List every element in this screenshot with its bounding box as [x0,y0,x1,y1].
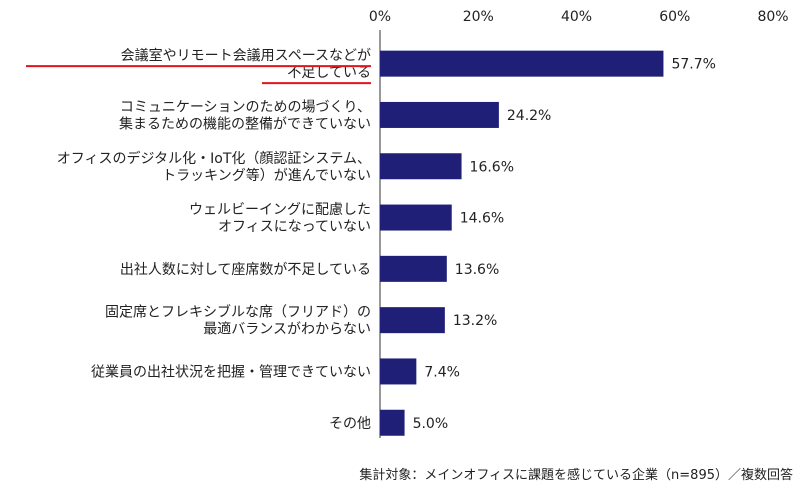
value-label: 7.4% [424,364,460,380]
bar [380,101,499,128]
category-label: その他 [329,416,371,432]
value-label: 57.7% [671,57,715,73]
category-labels: 会議室やリモート会議用スペースなどが不足しているコミュニケーションのための場づく… [57,47,371,432]
value-label: 13.2% [453,313,497,329]
category-label: 出社人数に対して座席数が不足している [120,262,371,278]
x-tick-label: 0% [369,9,391,25]
value-label: 24.2% [507,108,551,124]
category-label: 固定席とフレキシブルな席（フリアド）の最適バランスがわからない [105,304,371,338]
bar [380,50,664,77]
value-label: 16.6% [470,159,514,175]
bar [380,358,417,385]
value-labels: 57.7% 24.2% 16.6% 14.6% 13.6% 13.2% 7.4% 5.0% [413,57,716,432]
value-label: 13.6% [455,262,499,278]
bar [380,255,447,282]
bar [380,204,452,231]
category-label: 会議室やリモート会議用スペースなどが不足している [121,47,371,81]
x-axis-tick-labels: 0% 20% 40% 60% 80% [369,9,789,25]
x-tick-label: 80% [757,9,788,25]
category-label: ウェルビーイングに配慮したオフィスになっていない [189,202,371,235]
value-label: 14.6% [460,211,504,227]
x-tick-label: 40% [561,9,592,25]
value-label: 5.0% [413,416,449,432]
category-label: オフィスのデジタル化・IoT化（顔認証システム、トラッキング等）が進んでいない [57,150,371,184]
x-tick-label: 20% [463,9,494,25]
x-tick-label: 60% [659,9,690,25]
highlight-underline [26,65,371,85]
bar [380,153,462,180]
category-label: 従業員の出社状況を把握・管理できていない [91,364,371,380]
survey-note: 集計対象：メインオフィスに課題を感じている企業（n=895）／複数回答 [359,467,793,483]
bars [380,50,664,436]
bar [380,307,445,334]
category-label: コミュニケーションのための場づくり、集まるための機能の整備ができていない [119,99,371,132]
bar [380,409,405,436]
